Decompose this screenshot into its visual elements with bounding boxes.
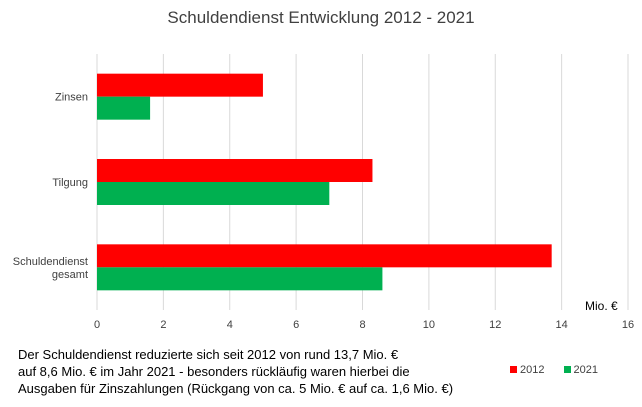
category-label: Zinsen	[55, 92, 88, 104]
x-tick-label: 12	[489, 319, 501, 331]
x-tick-label: 16	[622, 319, 634, 331]
x-tick-label: 2	[160, 319, 166, 331]
category-label: Schuldendienst	[13, 256, 88, 268]
x-tick-label: 0	[94, 319, 100, 331]
legend-swatch	[563, 366, 571, 373]
chart-title: Schuldendienst Entwicklung 2012 - 2021	[167, 8, 475, 27]
legend: 2012 2021	[510, 364, 614, 376]
bars	[97, 73, 552, 291]
x-axis-ticks: 0 2 4 6 8 10 12 14 16	[94, 319, 634, 331]
bar-2012	[97, 159, 373, 182]
x-tick-label: 4	[227, 319, 233, 331]
legend-swatch	[510, 366, 517, 373]
x-tick-label: 14	[556, 319, 568, 331]
bar-2012	[97, 244, 552, 268]
legend-item-2021: 2021	[563, 364, 599, 376]
caption: Der Schuldendienst reduzierte sich seit …	[18, 346, 488, 397]
axis-unit-label: Mio. €	[585, 299, 618, 313]
legend-label: 2021	[573, 364, 599, 376]
bar-2021	[97, 267, 383, 291]
legend-item-2012: 2012	[510, 364, 544, 376]
legend-label: 2012	[520, 364, 545, 376]
bar-2021	[97, 182, 330, 205]
caption-line: Der Schuldendienst reduzierte sich seit …	[18, 347, 399, 362]
category-label: gesamt	[52, 269, 88, 281]
category-label: Tilgung	[52, 177, 88, 189]
bar-2021	[97, 96, 151, 120]
caption-line: Ausgaben für Zinszahlungen (Rückgang von…	[18, 381, 454, 396]
bar-2012	[97, 73, 263, 97]
x-tick-label: 10	[423, 319, 435, 331]
x-tick-label: 8	[359, 319, 365, 331]
caption-line: auf 8,6 Mio. € im Jahr 2021 - besonders …	[18, 364, 410, 379]
x-tick-label: 6	[293, 319, 299, 331]
